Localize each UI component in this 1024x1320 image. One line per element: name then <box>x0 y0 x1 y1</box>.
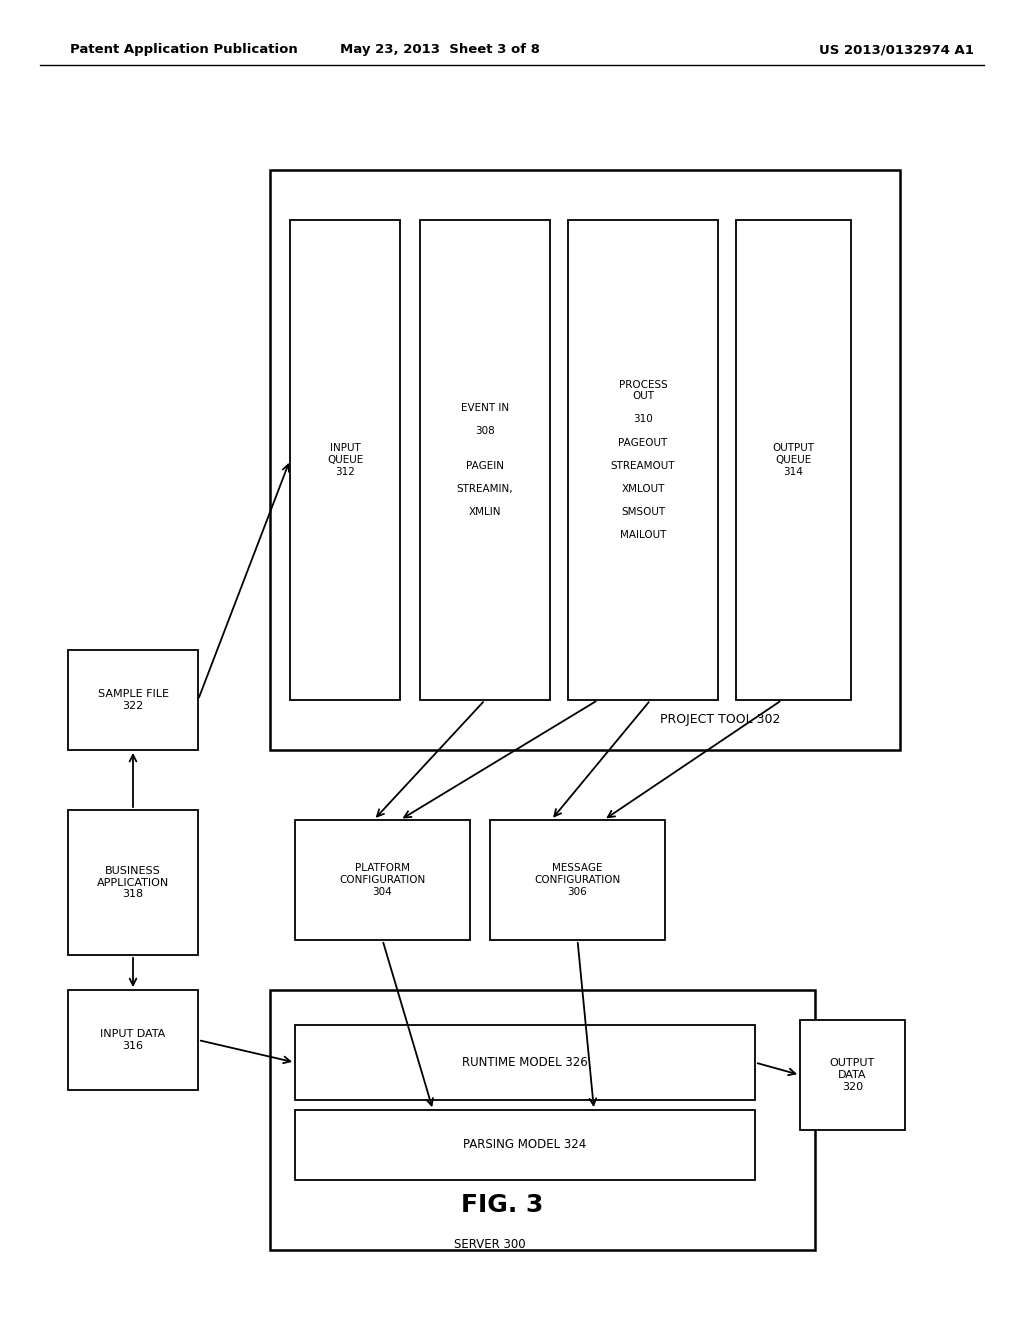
Bar <box>295 1110 755 1180</box>
Bar <box>270 170 900 750</box>
Text: INPUT
QUEUE
312: INPUT QUEUE 312 <box>327 444 364 477</box>
Text: MESSAGE
CONFIGURATION
306: MESSAGE CONFIGURATION 306 <box>535 863 621 896</box>
Text: OUTPUT
QUEUE
314: OUTPUT QUEUE 314 <box>772 444 814 477</box>
Bar <box>490 820 665 940</box>
Bar <box>290 220 400 700</box>
Text: PROCESS
OUT

310

PAGEOUT

STREAMOUT

XMLOUT

SMSOUT

MAILOUT: PROCESS OUT 310 PAGEOUT STREAMOUT XMLOUT… <box>610 380 675 540</box>
Text: PARSING MODEL 324: PARSING MODEL 324 <box>464 1138 587 1151</box>
Bar <box>68 990 198 1090</box>
Text: SERVER 300: SERVER 300 <box>455 1238 525 1251</box>
Text: PLATFORM
CONFIGURATION
304: PLATFORM CONFIGURATION 304 <box>339 863 426 896</box>
Text: RUNTIME MODEL 326: RUNTIME MODEL 326 <box>462 1056 588 1069</box>
Text: SAMPLE FILE
322: SAMPLE FILE 322 <box>97 689 169 710</box>
Bar <box>68 649 198 750</box>
Text: EVENT IN

308


PAGEIN

STREAMIN,

XMLIN: EVENT IN 308 PAGEIN STREAMIN, XMLIN <box>457 403 513 517</box>
Bar <box>295 1026 755 1100</box>
Bar <box>568 220 718 700</box>
Bar <box>736 220 851 700</box>
Bar <box>800 1020 905 1130</box>
Text: INPUT DATA
316: INPUT DATA 316 <box>100 1030 166 1051</box>
Text: May 23, 2013  Sheet 3 of 8: May 23, 2013 Sheet 3 of 8 <box>340 44 541 57</box>
Text: FIG. 3: FIG. 3 <box>461 1193 543 1217</box>
Bar <box>420 220 550 700</box>
Text: Patent Application Publication: Patent Application Publication <box>70 44 298 57</box>
Bar <box>270 990 815 1250</box>
Bar <box>68 810 198 954</box>
Bar <box>295 820 470 940</box>
Text: BUSINESS
APPLICATION
318: BUSINESS APPLICATION 318 <box>97 866 169 899</box>
Text: US 2013/0132974 A1: US 2013/0132974 A1 <box>819 44 974 57</box>
Text: PROJECT TOOL 302: PROJECT TOOL 302 <box>659 714 780 726</box>
Text: OUTPUT
DATA
320: OUTPUT DATA 320 <box>829 1059 876 1092</box>
